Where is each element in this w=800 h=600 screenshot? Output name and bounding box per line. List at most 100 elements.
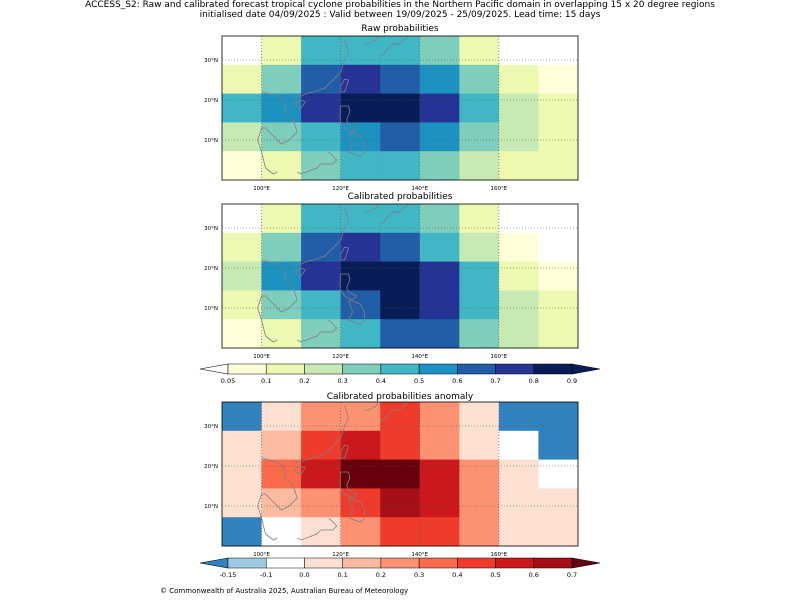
colorbar-tick-label: 0.6 (452, 377, 462, 385)
coastline (348, 131, 365, 157)
colorbar-tick-label: 0.1 (261, 377, 271, 385)
colorbar-tick-label: 0.0 (299, 571, 309, 579)
probability-cell (380, 488, 421, 518)
coastline (297, 319, 338, 343)
colorbar-tick-label: 0.2 (299, 377, 309, 385)
latitude-tick-label: 30°N (204, 424, 218, 430)
coastline (297, 151, 338, 175)
coastline (294, 465, 306, 475)
probability-cell (419, 232, 460, 262)
probability-cell (459, 290, 500, 320)
probability-cell (538, 36, 579, 66)
coastline (293, 207, 350, 265)
colorbar-segment (304, 363, 343, 375)
probability-cell (380, 517, 421, 547)
latitude-tick-label: 20°N (204, 266, 218, 272)
probability-cell (380, 430, 421, 460)
probability-cell (222, 459, 262, 489)
colorbar-segment (265, 363, 305, 375)
map-panel-raw: 100°E 120°E 140°E 160°E 30°N 20°N 10°N (204, 35, 579, 192)
panel-title-calibrated: Calibrated probabilities (347, 192, 453, 202)
probability-cell (222, 488, 262, 518)
probability-cell (419, 430, 460, 460)
probability-cell (261, 261, 302, 291)
probability-cell (459, 517, 500, 547)
probability-cell (459, 402, 500, 432)
probability-cell (301, 93, 342, 123)
colorbar-segment (533, 363, 573, 375)
probability-cell (419, 459, 460, 489)
probability-cell (261, 290, 302, 320)
colorbar-tick-label: -0.1 (260, 571, 273, 579)
probability-cell (498, 430, 539, 460)
colorbar-under-arrow (199, 557, 229, 569)
probability-cell (380, 151, 421, 181)
colorbar-segment (227, 363, 267, 375)
probability-cell (261, 459, 302, 489)
coastline (380, 35, 409, 57)
colorbar-probabilities: 0.05 0.1 0.2 0.3 0.4 0.5 0.6 0.7 0.8 0.9 (199, 363, 601, 385)
map-frame (221, 35, 579, 181)
probability-cell (380, 93, 421, 123)
coastline (364, 35, 379, 45)
probability-cell (498, 290, 539, 320)
probability-cell (380, 459, 421, 489)
coastline (364, 401, 379, 411)
probability-cell (261, 488, 302, 518)
longitude-tick-label: 140°E (411, 552, 428, 558)
probability-cell (261, 402, 302, 432)
probability-cell (222, 93, 262, 123)
probability-cell (380, 122, 421, 152)
colorbar-tick-label: 0.3 (337, 377, 347, 385)
map-panel-anomaly: 100°E 120°E 140°E 160°E 30°N 20°N 10°N (204, 401, 579, 558)
probability-cell (261, 151, 302, 181)
map-panel-calibrated: 100°E 120°E 140°E 160°E 30°N 20°N 10°N (204, 203, 579, 360)
probability-cell (261, 204, 302, 234)
colorbar-segment (418, 557, 458, 569)
probability-cell (459, 204, 500, 234)
copyright-footer: © Commonwealth of Australia 2025, Austra… (160, 587, 409, 595)
probability-cell (538, 517, 579, 547)
probability-cell (538, 204, 579, 234)
probability-cell (380, 290, 421, 320)
probability-cell (538, 93, 579, 123)
probability-cell (222, 122, 262, 152)
probability-cell (301, 488, 342, 518)
figure-title-line2: initialised date 04/09/2025 : Valid betw… (199, 10, 601, 20)
probability-cell (538, 459, 579, 489)
probability-cell (419, 151, 460, 181)
longitude-tick-label: 140°E (411, 186, 428, 192)
colorbar-over-arrow (571, 363, 601, 375)
panel-title-anomaly: Calibrated probabilities anomaly (326, 392, 474, 402)
colorbar-tick-label: 0.1 (337, 571, 347, 579)
colorbar-tick-label: 0.2 (376, 571, 386, 579)
coastline (257, 457, 298, 541)
probability-cell (222, 430, 262, 460)
colorbar-segment (457, 557, 496, 569)
colorbar-tick-label: -0.15 (220, 571, 237, 579)
probability-cell (340, 93, 381, 123)
probability-cell (340, 261, 381, 291)
probability-cell (340, 402, 381, 432)
coastline (257, 91, 298, 175)
probability-cell (459, 93, 500, 123)
probability-cell (459, 232, 500, 262)
colorbar-tick-label: 0.8 (529, 377, 539, 385)
colorbar-tick-label: 0.9 (567, 377, 577, 385)
probability-cell (498, 232, 539, 262)
probability-cell (380, 261, 421, 291)
colorbar-segment (227, 557, 267, 569)
coastline (293, 405, 350, 463)
probability-cell (340, 459, 381, 489)
probability-cell (340, 36, 381, 66)
coastline (348, 497, 365, 523)
probability-cell (459, 430, 500, 460)
probability-cell (261, 64, 302, 94)
probability-cell (222, 261, 262, 291)
colorbar-tick-label: 0.7 (567, 571, 577, 579)
longitude-tick-label: 120°E (332, 354, 349, 360)
longitude-tick-label: 100°E (253, 552, 270, 558)
probability-cell (222, 319, 262, 349)
colorbar-segment (342, 557, 382, 569)
colorbar-segment (495, 363, 535, 375)
